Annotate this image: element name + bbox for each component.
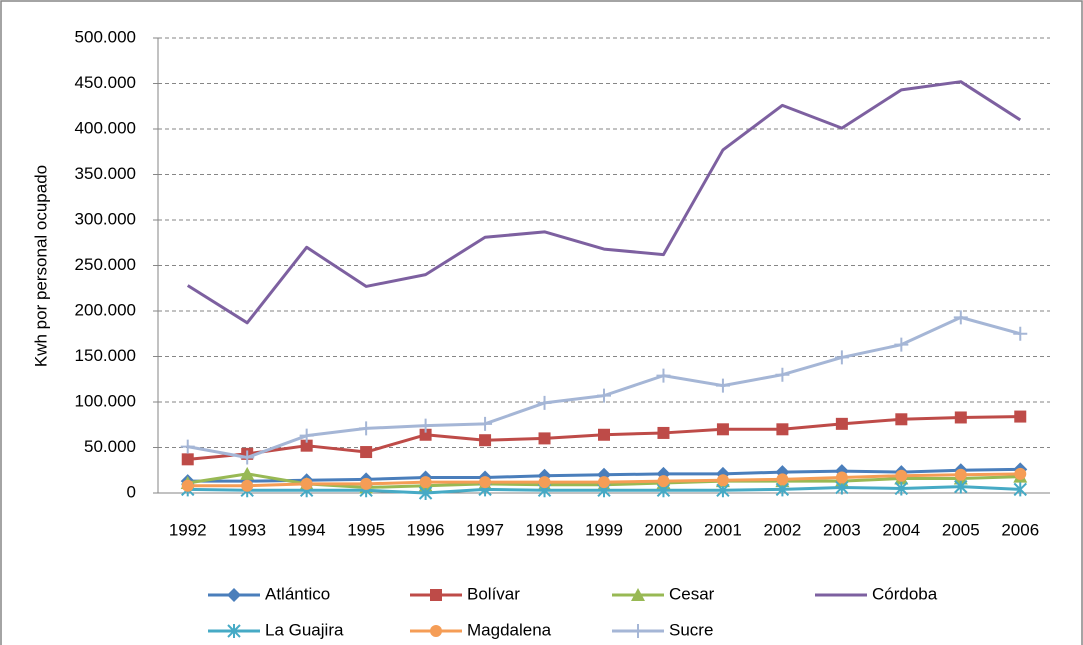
marker: [1013, 326, 1028, 341]
y-tick-label: 200.000: [75, 300, 136, 319]
legend-label: Bolívar: [467, 584, 520, 603]
marker: [954, 468, 967, 481]
x-tick-label: 2003: [823, 520, 861, 539]
marker: [300, 477, 313, 490]
legend-marker: [430, 625, 442, 637]
x-tick-label: 2002: [763, 520, 801, 539]
x-tick-label: 2001: [704, 520, 742, 539]
series-line: [186, 80, 1022, 325]
marker: [776, 423, 789, 436]
legend-label: Sucre: [669, 620, 713, 639]
y-tick-label: 450.000: [75, 73, 136, 92]
x-tick-label: 1993: [228, 520, 266, 539]
marker: [894, 481, 909, 496]
y-tick-label: 0: [127, 482, 136, 501]
legend-marker: [227, 588, 241, 602]
marker: [181, 479, 194, 492]
marker: [716, 474, 729, 487]
x-tick-label: 2005: [942, 520, 980, 539]
legend-marker: [631, 624, 645, 638]
marker: [180, 439, 195, 454]
marker: [241, 479, 254, 492]
marker: [240, 450, 255, 465]
marker: [418, 486, 433, 500]
marker: [895, 413, 908, 426]
x-tick-label: 1995: [347, 520, 385, 539]
marker: [300, 439, 313, 452]
x-tick-label: 2004: [882, 520, 920, 539]
marker: [1014, 467, 1027, 480]
legend-label: La Guajira: [265, 620, 344, 639]
marker: [895, 469, 908, 482]
marker: [953, 310, 968, 325]
y-axis-label: Kwh por personal ocupado: [31, 165, 50, 367]
legend-marker: [227, 624, 241, 638]
marker: [657, 475, 670, 488]
marker: [419, 428, 432, 441]
marker: [538, 476, 551, 489]
legend-label: Atlántico: [265, 584, 330, 603]
marker: [715, 378, 730, 393]
x-tick-label: 2000: [645, 520, 683, 539]
x-tick-label: 1999: [585, 520, 623, 539]
marker: [419, 476, 432, 489]
marker: [1013, 482, 1027, 497]
legend-marker: [430, 589, 442, 601]
marker: [835, 471, 848, 484]
y-tick-label: 100.000: [75, 391, 136, 410]
marker: [360, 446, 373, 459]
legend-label: Magdalena: [467, 620, 552, 639]
x-tick-label: 2006: [1001, 520, 1039, 539]
marker: [656, 368, 671, 383]
marker: [776, 473, 789, 486]
marker: [894, 337, 909, 352]
y-tick-label: 250.000: [75, 255, 136, 274]
marker: [537, 395, 552, 410]
marker: [834, 350, 849, 365]
marker: [835, 417, 848, 430]
y-tick-label: 350.000: [75, 164, 136, 183]
marker: [299, 428, 314, 443]
x-tick-label: 1998: [526, 520, 564, 539]
y-tick-label: 500.000: [75, 27, 136, 46]
marker: [598, 476, 610, 489]
marker: [181, 453, 194, 466]
marker: [1014, 410, 1027, 423]
marker: [418, 418, 433, 433]
legend-label: Córdoba: [872, 584, 938, 603]
marker: [775, 367, 790, 382]
marker: [478, 416, 493, 431]
marker: [360, 477, 373, 490]
marker: [657, 426, 670, 439]
x-tick-label: 1996: [407, 520, 445, 539]
marker: [240, 466, 255, 480]
marker: [479, 434, 492, 447]
marker: [954, 411, 967, 424]
marker: [359, 421, 374, 436]
x-tick-label: 1992: [169, 520, 207, 539]
y-tick-label: 400.000: [75, 118, 136, 137]
marker: [598, 428, 610, 441]
x-tick-label: 1994: [288, 520, 326, 539]
legend-marker: [631, 588, 645, 601]
y-tick-label: 150.000: [75, 346, 136, 365]
marker: [954, 479, 968, 494]
x-tick-label: 1997: [466, 520, 504, 539]
marker: [716, 423, 729, 436]
marker: [538, 432, 551, 445]
marker: [597, 388, 611, 403]
legend-label: Cesar: [669, 584, 715, 603]
marker: [479, 476, 492, 489]
y-tick-label: 50.000: [84, 437, 136, 456]
y-tick-label: 300.000: [75, 209, 136, 228]
